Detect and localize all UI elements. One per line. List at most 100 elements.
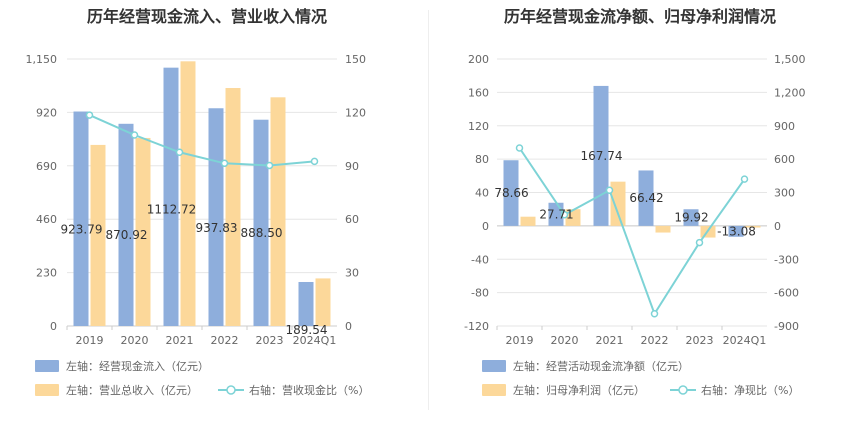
- chart1-right-tick-label: 150: [345, 53, 366, 66]
- chart1-category-label: 2019: [76, 334, 104, 347]
- chart1-category-label: 2023: [256, 334, 284, 347]
- chart1-legend-label: 左轴：营业总收入（亿元）: [66, 383, 198, 397]
- chart2-ratio-point: [695, 238, 704, 247]
- chart1-left-tick-label: 0: [50, 320, 57, 333]
- chart1-left-tick-label: 920: [36, 106, 57, 119]
- chart1-data-label: 870.92: [106, 228, 148, 242]
- chart1-ratio-line: [89, 114, 315, 167]
- chart2-left-tick-label: -80: [471, 287, 489, 300]
- chart1-ratio-point: [265, 161, 274, 170]
- chart2-left-tick-label: 160: [468, 86, 489, 99]
- chart1-left-tick-label: 690: [36, 160, 57, 173]
- chart1-data-label: 923.79: [61, 222, 103, 236]
- chart2-bar-primary: [728, 225, 744, 237]
- chart1-category-label: 2024Q1: [293, 334, 337, 347]
- chart2-legend-label: 右轴：净现比（%）: [701, 383, 799, 397]
- chart1-legend-marker: [226, 385, 236, 395]
- chart2-title: 历年经营现金流净额、归母净利润情况: [504, 7, 776, 26]
- chart2-category-label: 2020: [551, 334, 579, 347]
- chart1-left-tick-label: 1,150: [26, 53, 58, 66]
- chart2-ratio-point: [605, 186, 614, 195]
- chart2-ratio-point: [560, 211, 569, 219]
- chart2-bar-primary: [503, 160, 519, 226]
- chart2-data-label: 27.71: [539, 207, 573, 221]
- chart1-data-label: 937.83: [196, 221, 238, 235]
- chart2-category-label: 2024Q1: [723, 334, 767, 347]
- chart2-bar-primary: [638, 170, 654, 226]
- chart1-bar-secondary: [90, 144, 106, 326]
- chart2-right-tick-label: 0: [774, 220, 781, 233]
- chart2-bar-secondary: [610, 181, 626, 226]
- chart1-legend-label: 左轴：经营现金流入（亿元）: [66, 359, 209, 373]
- chart2-data-label: 66.42: [629, 191, 663, 205]
- chart2-legend-label: 左轴：归母净利润（亿元）: [513, 383, 645, 397]
- chart2-ratio-point: [515, 144, 524, 152]
- chart2-right-tick-label: 1,500: [774, 53, 806, 66]
- chart1-bar-secondary: [225, 88, 241, 327]
- chart2-data-label: -13.08: [717, 224, 756, 238]
- chart2-bar-secondary: [655, 225, 671, 233]
- chart1-data-label: 888.50: [241, 226, 283, 240]
- chart2-right-tick-label: 300: [774, 187, 795, 200]
- chart1-bar-primary: [253, 119, 269, 327]
- chart1-ratio-point: [130, 131, 139, 139]
- chart2-right-tick-label: -300: [774, 253, 799, 266]
- chart2-legend-marker: [678, 385, 688, 395]
- chart1-bar-primary: [208, 108, 224, 326]
- chart1-bar-primary: [118, 123, 134, 326]
- chart1-right-tick-label: 90: [345, 160, 359, 173]
- chart2-left-tick-label: -40: [471, 253, 489, 266]
- chart1-data-label: 189.54: [286, 323, 328, 337]
- chart1-category-label: 2022: [211, 334, 239, 347]
- chart1-legend-swatch: [35, 384, 59, 396]
- chart1-right-tick-label: 30: [345, 267, 359, 280]
- chart1-right-tick-label: 120: [345, 106, 366, 119]
- chart1-right-tick-label: 0: [345, 320, 352, 333]
- chart1-bar-primary: [73, 111, 89, 327]
- panel-divider: [428, 10, 429, 410]
- chart2-right-tick-label: -900: [774, 320, 799, 333]
- chart2-ratio-point: [740, 175, 749, 183]
- chart2-left-tick-label: 120: [468, 120, 489, 133]
- chart2-data-label: 167.74: [581, 149, 623, 163]
- chart1-data-label: 1112.72: [147, 203, 197, 217]
- chart2-bar-primary: [593, 85, 609, 226]
- chart1-legend-swatch: [35, 360, 59, 372]
- chart2-ratio-line: [518, 147, 746, 317]
- chart2-data-label: 78.66: [494, 186, 528, 200]
- chart1-left-tick-label: 230: [36, 267, 57, 280]
- chart1-bar-secondary: [270, 97, 286, 327]
- chart2-ratio-point: [650, 310, 659, 318]
- chart2-category-label: 2021: [596, 334, 624, 347]
- chart2-legend-swatch: [482, 384, 506, 396]
- chart1-category-label: 2021: [166, 334, 194, 347]
- chart1-title: 历年经营现金流入、营业收入情况: [87, 7, 327, 26]
- chart2-category-label: 2023: [686, 334, 714, 347]
- chart2-legend-swatch: [482, 360, 506, 372]
- chart2-category-label: 2019: [506, 334, 534, 347]
- chart2-data-label: 19.92: [674, 211, 708, 225]
- chart2-bar-secondary: [520, 216, 536, 226]
- chart1-ratio-point: [85, 111, 94, 119]
- chart2-right-tick-label: 900: [774, 120, 795, 133]
- chart2-bar-primary: [683, 209, 699, 226]
- chart1-ratio-point: [175, 148, 184, 157]
- chart1-bar-primary: [298, 281, 314, 326]
- chart2-bar-secondary: [745, 225, 761, 228]
- chart2-left-tick-label: -120: [464, 320, 489, 333]
- chart1-legend-label: 右轴：营收现金比（%）: [249, 383, 369, 397]
- chart2-legend-label: 左轴：经营活动现金流净额（亿元）: [513, 359, 689, 373]
- chart2-left-tick-label: 200: [468, 53, 489, 66]
- chart2-right-tick-label: -600: [774, 287, 799, 300]
- chart1-category-label: 2020: [121, 334, 149, 347]
- chart2-left-tick-label: 80: [475, 153, 489, 166]
- chart2-right-tick-label: 600: [774, 153, 795, 166]
- chart1-left-tick-label: 460: [36, 213, 57, 226]
- chart1-right-tick-label: 60: [345, 213, 359, 226]
- chart1-bar-secondary: [135, 137, 151, 326]
- chart1-bar-secondary: [180, 61, 196, 326]
- chart2-bar-secondary: [565, 209, 581, 226]
- chart1-ratio-point: [310, 157, 319, 166]
